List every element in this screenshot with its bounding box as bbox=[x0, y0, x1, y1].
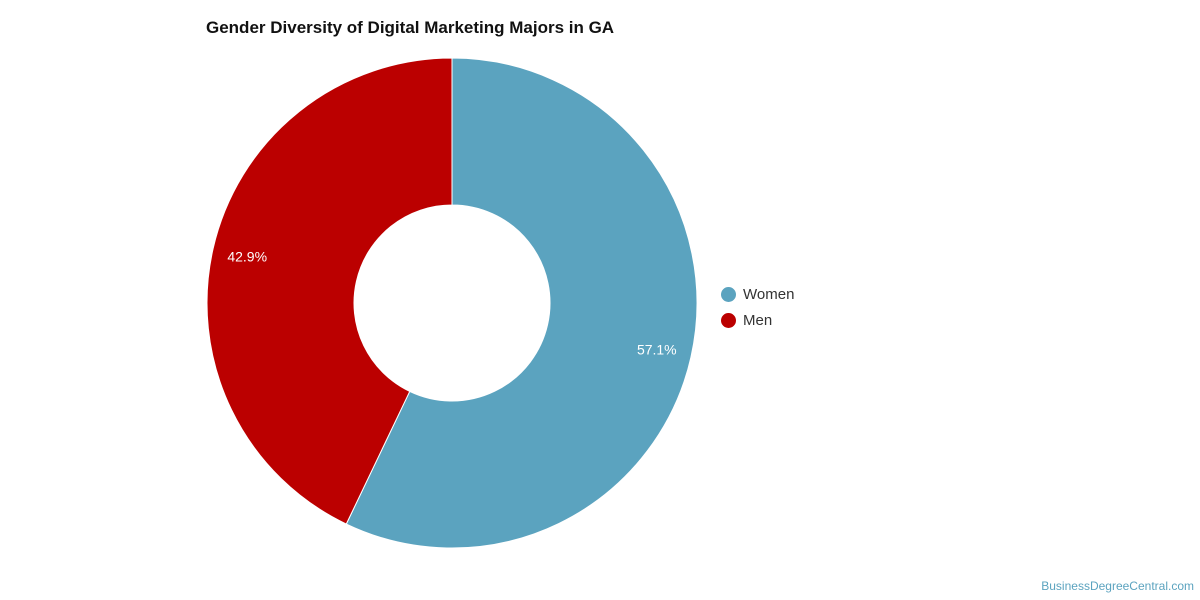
legend: Women Men bbox=[721, 281, 794, 333]
legend-label: Women bbox=[743, 285, 795, 303]
legend-item-men[interactable]: Men bbox=[721, 307, 794, 333]
slice-women[interactable] bbox=[345, 57, 698, 549]
slice-men[interactable] bbox=[206, 57, 453, 525]
chart-title: Gender Diversity of Digital Marketing Ma… bbox=[206, 18, 615, 37]
data-label: 42.9% bbox=[227, 249, 267, 265]
legend-label: Men bbox=[743, 311, 773, 329]
source-credit[interactable]: BusinessDegreeCentral.com bbox=[1041, 579, 1194, 593]
legend-swatch bbox=[721, 286, 736, 302]
legend-swatch bbox=[721, 312, 736, 328]
legend-item-women[interactable]: Women bbox=[721, 281, 794, 307]
data-label: 57.1% bbox=[637, 341, 677, 357]
